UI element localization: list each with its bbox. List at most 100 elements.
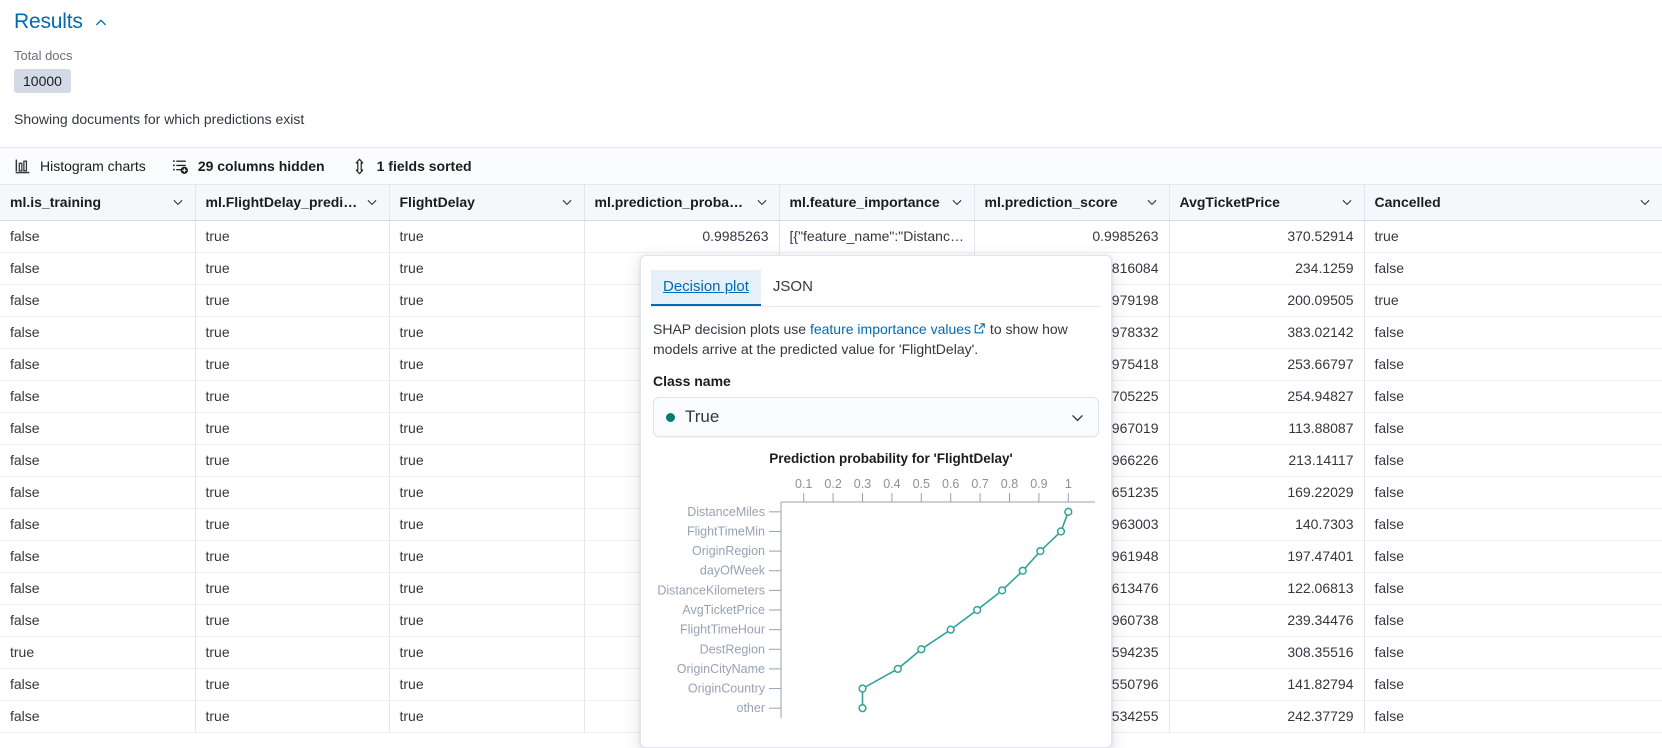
table-cell[interactable]: 239.34476	[1169, 604, 1365, 637]
table-cell[interactable]: true	[389, 636, 585, 669]
table-cell[interactable]: true	[195, 284, 390, 317]
table-cell[interactable]: true	[195, 252, 390, 285]
column-header-6[interactable]: AvgTicketPrice	[1169, 185, 1365, 221]
table-cell[interactable]: true	[389, 252, 585, 285]
column-header-1[interactable]: ml.FlightDelay_predic…	[195, 185, 390, 221]
fields-sorted-button[interactable]: 1 fields sorted	[351, 158, 472, 175]
table-cell[interactable]: true	[195, 572, 390, 605]
table-cell[interactable]: false	[0, 284, 196, 317]
column-header-3[interactable]: ml.prediction_probabi…	[584, 185, 780, 221]
table-cell[interactable]: false	[1364, 508, 1662, 541]
feature-importance-values-link[interactable]: feature importance values	[809, 321, 972, 337]
table-cell[interactable]: true	[389, 348, 585, 381]
column-header-7[interactable]: Cancelled	[1364, 185, 1662, 221]
table-cell[interactable]: false	[0, 700, 196, 733]
table-cell[interactable]: false	[0, 604, 196, 637]
table-cell[interactable]: 141.82794	[1169, 668, 1365, 701]
tab-json[interactable]: JSON	[772, 278, 813, 295]
table-cell[interactable]: true	[195, 380, 390, 413]
class-name-select[interactable]: True	[653, 397, 1099, 437]
column-header-5[interactable]: ml.prediction_score	[974, 185, 1170, 221]
table-cell[interactable]: false	[0, 508, 196, 541]
table-cell[interactable]: true	[389, 540, 585, 573]
table-cell[interactable]: true	[389, 220, 585, 253]
table-cell[interactable]: 383.02142	[1169, 316, 1365, 349]
chevron-down-icon[interactable]	[1069, 409, 1086, 426]
table-cell[interactable]: false	[1364, 668, 1662, 701]
table-cell[interactable]: true	[389, 604, 585, 637]
table-cell[interactable]: 253.66797	[1169, 348, 1365, 381]
table-cell[interactable]: 242.37729	[1169, 700, 1365, 733]
table-row[interactable]: false true true 0.9985263 [{"feature_name":"…	[0, 220, 1662, 253]
table-cell[interactable]: true	[1364, 220, 1662, 253]
column-header-0[interactable]: ml.is_training	[0, 185, 196, 221]
table-cell[interactable]: false	[1364, 572, 1662, 605]
table-cell[interactable]: 0.9985263	[584, 220, 780, 253]
table-cell[interactable]: 113.88087	[1169, 412, 1365, 445]
table-cell[interactable]: false	[0, 252, 196, 285]
chevron-down-icon[interactable]	[560, 195, 574, 209]
chevron-up-icon[interactable]	[93, 14, 109, 30]
chevron-down-icon[interactable]	[1340, 195, 1354, 209]
table-cell[interactable]: false	[0, 348, 196, 381]
table-cell[interactable]: false	[0, 476, 196, 509]
table-cell[interactable]: false	[0, 412, 196, 445]
table-cell[interactable]: false	[1364, 604, 1662, 637]
chevron-down-icon[interactable]	[365, 195, 379, 209]
table-cell[interactable]: false	[1364, 444, 1662, 477]
table-cell[interactable]: 213.14117	[1169, 444, 1365, 477]
table-cell[interactable]: false	[1364, 380, 1662, 413]
table-cell[interactable]: true	[195, 508, 390, 541]
external-link-icon[interactable]	[973, 320, 986, 334]
table-cell[interactable]: true	[389, 284, 585, 317]
chevron-down-icon[interactable]	[755, 195, 769, 209]
table-cell[interactable]: 140.7303	[1169, 508, 1365, 541]
table-cell[interactable]: false	[1364, 252, 1662, 285]
table-cell[interactable]: 308.35516	[1169, 636, 1365, 669]
table-cell[interactable]: false	[1364, 540, 1662, 573]
table-cell[interactable]: false	[0, 380, 196, 413]
table-cell[interactable]: true	[195, 220, 390, 253]
table-cell[interactable]: 370.52914	[1169, 220, 1365, 253]
table-cell[interactable]: true	[195, 668, 390, 701]
table-cell[interactable]: false	[1364, 412, 1662, 445]
table-cell[interactable]: true	[195, 604, 390, 637]
tab-decision-plot[interactable]: Decision plot	[651, 270, 761, 306]
table-cell[interactable]: false	[0, 540, 196, 573]
table-cell[interactable]: false	[0, 316, 196, 349]
table-cell[interactable]: true	[195, 636, 390, 669]
table-cell[interactable]: 0.9985263	[974, 220, 1170, 253]
table-cell[interactable]: false	[1364, 636, 1662, 669]
table-cell[interactable]: true	[389, 412, 585, 445]
columns-hidden-button[interactable]: 29 columns hidden	[172, 158, 325, 175]
table-cell[interactable]: [{"feature_name":"Distanc…	[779, 220, 975, 253]
chevron-down-icon[interactable]	[950, 195, 964, 209]
table-cell[interactable]: false	[1364, 700, 1662, 733]
table-cell[interactable]: true	[389, 380, 585, 413]
table-cell[interactable]: true	[389, 476, 585, 509]
table-cell[interactable]: 197.47401	[1169, 540, 1365, 573]
table-cell[interactable]: true	[195, 412, 390, 445]
table-cell[interactable]: true	[389, 316, 585, 349]
table-cell[interactable]: true	[389, 700, 585, 733]
table-cell[interactable]: true	[1364, 284, 1662, 317]
histogram-charts-button[interactable]: Histogram charts	[14, 158, 146, 175]
table-cell[interactable]: true	[0, 636, 196, 669]
table-cell[interactable]: true	[389, 668, 585, 701]
table-cell[interactable]: 169.22029	[1169, 476, 1365, 509]
table-cell[interactable]: 234.1259	[1169, 252, 1365, 285]
table-cell[interactable]: 254.94827	[1169, 380, 1365, 413]
column-header-4[interactable]: ml.feature_importance	[779, 185, 975, 221]
table-cell[interactable]: false	[0, 668, 196, 701]
chevron-down-icon[interactable]	[1638, 195, 1652, 209]
table-cell[interactable]: false	[1364, 316, 1662, 349]
table-cell[interactable]: true	[195, 348, 390, 381]
table-cell[interactable]: true	[389, 572, 585, 605]
chevron-down-icon[interactable]	[171, 195, 185, 209]
table-cell[interactable]: false	[0, 572, 196, 605]
table-cell[interactable]: false	[0, 444, 196, 477]
table-cell[interactable]: 122.06813	[1169, 572, 1365, 605]
chevron-down-icon[interactable]	[1145, 195, 1159, 209]
table-cell[interactable]: false	[1364, 476, 1662, 509]
table-cell[interactable]: true	[195, 316, 390, 349]
